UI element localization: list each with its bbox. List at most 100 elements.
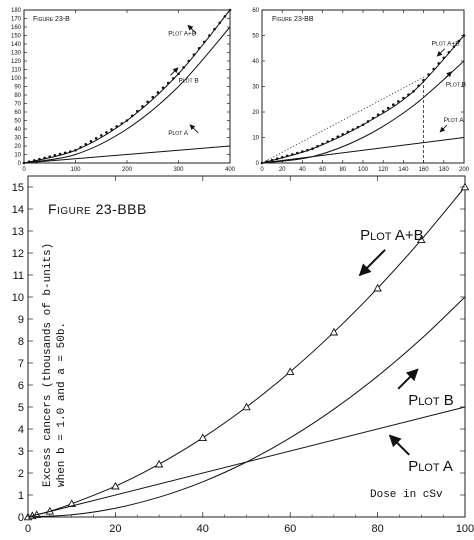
series-line-plot-b [261, 60, 465, 164]
y-axis-label-line-2: when b = 1.0 and a = 50b. [56, 322, 68, 487]
data-point-marker [208, 34, 211, 37]
y-tick-label: 110 [11, 68, 21, 74]
data-point-marker [218, 21, 221, 25]
data-point-marker [130, 114, 134, 118]
y-tick-label: 30 [252, 85, 259, 91]
series-line-plot-b [23, 26, 231, 164]
y-tick-label: 4 [18, 424, 24, 436]
y-tick-label: 14 [12, 204, 24, 216]
data-point-marker [291, 153, 294, 156]
data-point-marker [331, 137, 335, 141]
y-tick-label: 70 [14, 102, 21, 108]
data-point-marker [402, 96, 405, 100]
data-point-marker [53, 154, 57, 157]
data-point-marker [69, 150, 72, 153]
data-point-marker [452, 45, 456, 48]
data-point-marker [63, 151, 67, 155]
chart-panel-a: Figure 23-B 0 10 20 30 40 50 60 70 80 90 100 110 120… [11, 8, 236, 173]
data-point-marker [422, 78, 425, 82]
data-point-marker [270, 158, 274, 162]
y-tick-label: 10 [252, 136, 259, 142]
x-tick-label: 40 [197, 523, 209, 535]
chart-title: Figure 23-B [33, 16, 70, 23]
data-point-marker [351, 128, 355, 131]
y-tick-label: 150 [11, 34, 22, 40]
y-tick-label: 160 [11, 25, 22, 31]
y-tick-label: 7 [18, 358, 24, 370]
dose-label: Dose in cSv [370, 489, 443, 501]
data-point-marker [275, 157, 279, 161]
data-point-marker [386, 106, 390, 110]
annotation-arrow [189, 124, 199, 134]
y-tick-label: 60 [252, 8, 259, 14]
data-point-marker [407, 93, 410, 96]
data-point-marker [156, 91, 160, 94]
data-point-marker [336, 135, 340, 139]
annotation-arrow [444, 71, 452, 79]
annotation-plot-a-b: Plot A+B [168, 31, 196, 38]
data-point-marker [321, 142, 324, 146]
y-tick-label: 20 [14, 144, 21, 150]
y-axis-label-line-1: Excess cancers (thousands of b-units) [42, 243, 54, 487]
x-tick-label: 0 [260, 167, 264, 173]
annotation-plot-a: Plot A [168, 130, 189, 137]
data-point-marker [166, 81, 170, 85]
data-point-marker [161, 86, 165, 90]
data-point-marker [146, 100, 149, 104]
data-point-marker [99, 134, 103, 137]
y-tick-label: 40 [252, 59, 259, 65]
data-point-marker [242, 402, 251, 411]
data-point-marker [366, 120, 370, 123]
series-line-plot-a [23, 145, 231, 164]
series-line-plot-a-b [23, 9, 231, 164]
data-point-marker [223, 15, 227, 18]
data-point-marker [43, 156, 46, 160]
data-point-marker [371, 116, 375, 120]
data-point-marker [58, 152, 62, 156]
annotation-plot-a: Plot A [408, 458, 453, 475]
data-point-marker [311, 147, 314, 151]
y-tick-label: 0 [18, 161, 22, 167]
y-tick-label: 180 [11, 8, 22, 14]
x-tick-label: 100 [456, 523, 474, 535]
annotation-arrow [439, 124, 448, 133]
y-tick-label: 15 [12, 182, 24, 194]
x-tick-label: 60 [284, 523, 296, 535]
annotation-arrow [388, 434, 410, 456]
x-tick-label: 180 [439, 167, 450, 173]
x-tick-label: 400 [225, 167, 236, 173]
data-point-marker [84, 143, 88, 146]
data-point-marker [361, 123, 365, 127]
y-tick-label: 0 [18, 512, 24, 524]
data-point-marker [115, 125, 118, 128]
y-tick-label: 10 [14, 153, 21, 159]
annotation-arrow [397, 368, 419, 390]
y-tick-label: 120 [11, 59, 22, 65]
data-point-marker [356, 125, 360, 129]
annotation-arrow [170, 67, 179, 76]
y-tick-label: 20 [252, 110, 259, 116]
y-tick-label: 3 [18, 446, 24, 458]
y-tick-label: 140 [11, 42, 22, 48]
data-point-marker [341, 133, 345, 136]
y-tick-label: 130 [11, 51, 22, 57]
annotation-plot-a-b: Plot A+B [360, 227, 424, 244]
data-point-marker [427, 73, 430, 76]
x-tick-label: 0 [25, 523, 31, 535]
data-point-marker [442, 56, 446, 60]
data-point-marker [177, 72, 180, 76]
y-tick-label: 5 [18, 402, 24, 414]
data-point-marker [373, 283, 382, 292]
plot-frame [261, 9, 465, 164]
annotation-arrow [187, 24, 197, 34]
data-point-marker [381, 110, 385, 113]
data-point-marker [89, 140, 93, 143]
x-tick-label: 300 [173, 167, 184, 173]
data-point-marker [447, 50, 451, 54]
y-tick-label: 50 [252, 34, 259, 40]
x-tick-label: 0 [22, 167, 26, 173]
x-tick-label: 60 [319, 167, 326, 173]
data-point-marker [417, 235, 426, 244]
annotation-arrow [436, 48, 445, 57]
y-tick-label: 8 [18, 336, 24, 348]
